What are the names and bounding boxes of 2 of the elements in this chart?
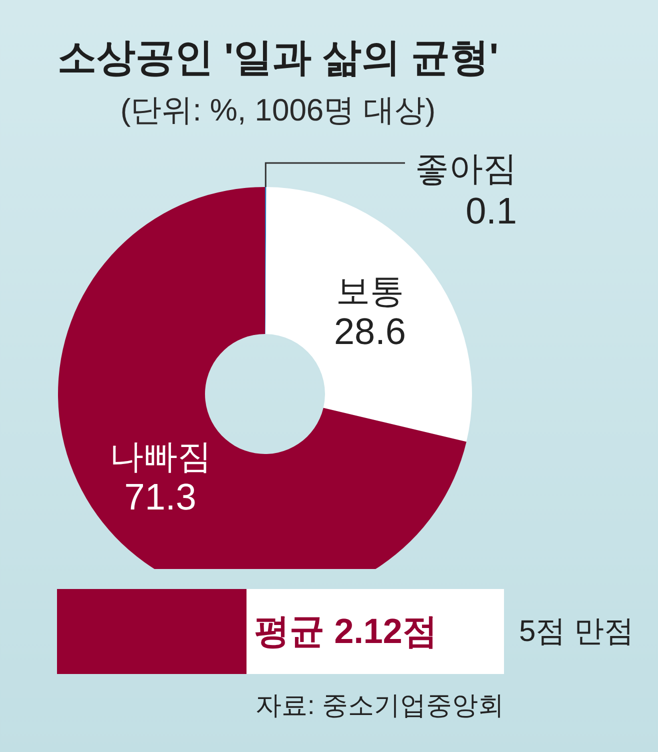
title: 소상공인 '일과 삶의 균형': [57, 36, 499, 80]
subtitle: (단위: %, 1006명 대상): [120, 92, 436, 128]
